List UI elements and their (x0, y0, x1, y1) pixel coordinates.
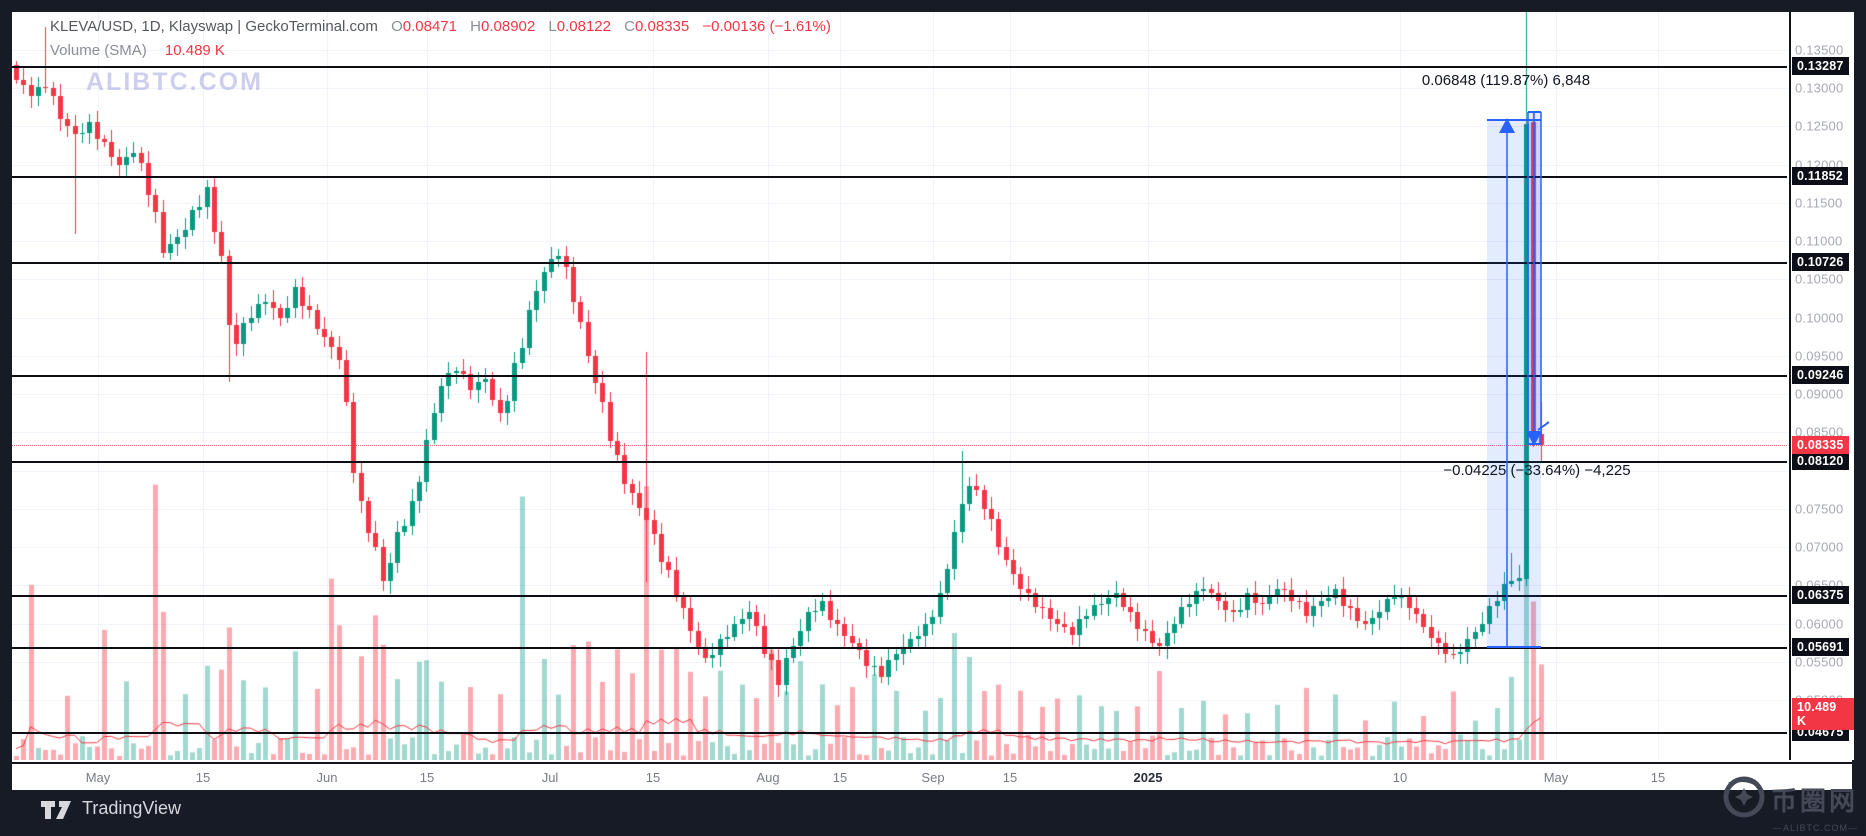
time-axis-label: Sep (921, 770, 945, 785)
price-level-badge: 0.05691 (1792, 638, 1849, 657)
price-axis-tick: 0.11000 (1795, 233, 1843, 249)
volume-value: 10.489 K (164, 42, 225, 59)
high-value: 0.08902 (481, 18, 536, 35)
price-range-up-label: 0.06848 (119.87%) 6,848 (1421, 72, 1591, 89)
high-key: H (470, 18, 481, 35)
footer-bar: TradingView 币圈网 —ALIBTC.COM— (0, 776, 1866, 836)
open-key: O (391, 18, 403, 35)
time-axis-label: Jul (541, 770, 559, 785)
biquanwang-logo-text: 币圈网 (1770, 786, 1858, 816)
symbol-title: KLEVA/USD, 1D, Klayswap | GeckoTerminal.… (50, 18, 378, 35)
time-axis-label: 2025 (1133, 770, 1163, 785)
price-axis-tick: 0.13000 (1795, 80, 1844, 96)
tradingview-brand-text[interactable]: TradingView (82, 798, 182, 818)
site-watermark: ALIBTC.COM (86, 68, 263, 96)
price-range-down-label: −0.04225 (−33.64%) −4,225 (1443, 462, 1631, 479)
horizontal-level-line[interactable] (12, 375, 1787, 377)
time-axis-label: 15 (1650, 770, 1666, 785)
price-axis[interactable]: 0.13500 0.13000 0.12500 0.12000 0.11500 0.110… (1789, 12, 1854, 760)
horizontal-level-line[interactable] (12, 176, 1787, 178)
time-axis-label: Jun (316, 770, 338, 785)
open-value: 0.08471 (402, 18, 457, 35)
time-axis-label: 15 (1002, 770, 1018, 785)
time-axis-label: 15 (832, 770, 848, 785)
time-axis-label: May (1543, 770, 1569, 785)
biquanwang-logo-subtext: —ALIBTC.COM— (1772, 823, 1858, 833)
price-axis-tick: 0.13500 (1795, 42, 1844, 58)
close-key: C (624, 18, 635, 35)
volume-legend[interactable]: Volume (SMA) 10.489 K (50, 42, 225, 59)
price-level-badge: 0.13287 (1792, 57, 1849, 76)
current-price-badge: 0.08335 (1792, 435, 1849, 454)
current-price-line (12, 445, 1787, 446)
horizontal-level-line[interactable] (12, 647, 1787, 649)
price-axis-tick: 0.10000 (1795, 310, 1844, 326)
horizontal-level-line[interactable] (12, 732, 1787, 734)
price-axis-tick: 0.10500 (1795, 271, 1844, 287)
biquanwang-logo: 币圈网 —ALIBTC.COM— (1721, 774, 1858, 833)
price-axis-tick: 0.05500 (1795, 654, 1844, 670)
time-axis-label: 15 (645, 770, 661, 785)
tradingview-logo-icon[interactable] (40, 799, 74, 823)
price-axis-tick: 0.09500 (1795, 348, 1844, 364)
volume-sma-badge: 10.489 K (1792, 698, 1854, 730)
low-key: L (548, 18, 557, 35)
horizontal-level-line[interactable] (12, 262, 1787, 264)
horizontal-level-line[interactable] (12, 595, 1787, 597)
time-axis-label: 15 (419, 770, 435, 785)
biquanwang-logo-icon (1721, 774, 1767, 825)
price-axis-tick: 0.12500 (1795, 118, 1844, 134)
price-axis-tick: 0.06000 (1795, 616, 1844, 632)
price-axis-tick: 0.07500 (1795, 501, 1844, 517)
close-value: 0.08335 (635, 18, 690, 35)
price-level-badge: 0.11852 (1792, 166, 1848, 185)
horizontal-level-line[interactable] (12, 461, 1787, 463)
time-axis-label: May (85, 770, 111, 785)
candlestick-volume-canvas[interactable] (12, 12, 1787, 760)
price-axis-tick: 0.09000 (1795, 386, 1844, 402)
time-axis-label: 15 (195, 770, 211, 785)
low-value: 0.08122 (556, 18, 611, 35)
price-level-badge: 0.06375 (1792, 585, 1849, 604)
price-level-badge: 0.09246 (1792, 366, 1849, 385)
volume-label: Volume (SMA) (50, 42, 147, 59)
symbol-legend[interactable]: KLEVA/USD, 1D, Klayswap | GeckoTerminal.… (50, 18, 831, 35)
time-axis-label: Aug (756, 770, 780, 785)
change-value: −0.00136 (−1.61%) (702, 18, 831, 35)
horizontal-level-line[interactable] (12, 66, 1787, 68)
time-axis[interactable]: May 15 Jun 15 Jul 15 Aug 15 Sep 15 2025 10 May 15 (12, 762, 1852, 792)
time-axis-label: 10 (1392, 770, 1408, 785)
price-level-badge: 0.10726 (1792, 252, 1849, 271)
price-level-badge: 0.08120 (1792, 452, 1849, 471)
price-axis-tick: 0.07000 (1795, 539, 1844, 555)
price-axis-tick: 0.11500 (1795, 195, 1843, 211)
